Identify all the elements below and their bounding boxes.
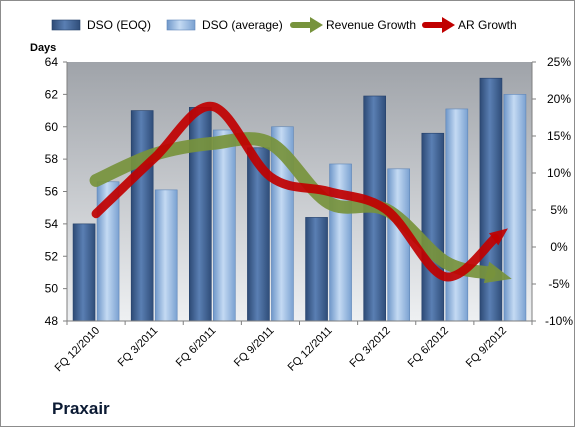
bar [387,168,410,322]
right-tick-label: -5% [548,277,570,291]
legend-label: AR Growth [458,18,517,32]
bar [72,223,96,322]
right-tick-label: 5% [550,203,568,217]
bar [305,217,328,322]
right-tick-label: 20% [547,92,571,106]
left-tick-label: 54 [45,217,59,231]
bar [154,189,178,322]
line-series [91,101,500,282]
left-tick-label: 52 [45,249,59,263]
right-tick-label: 15% [547,129,571,143]
right-tick-label: 0% [550,240,568,254]
legend: DSO (EOQ) DSO (average) Revenue Growth AR G… [51,17,517,33]
bar [421,132,445,322]
arrow-head [483,261,512,284]
left-tick-label: 56 [45,185,59,199]
bar [503,94,527,322]
lines-layer [89,101,512,284]
legend-label: Revenue Growth [326,18,416,32]
bar [213,129,236,322]
arrow-head [488,228,508,246]
left-tick-label: 62 [45,87,59,101]
y-axis-title: Days [30,42,56,54]
company-name: Praxair [52,399,110,418]
right-tick-label: 25% [547,55,571,69]
legend-swatch [166,19,196,31]
legend-label: DSO (average) [202,18,283,32]
bar [479,77,503,322]
right-tick-label: 10% [547,166,571,180]
left-tick-label: 58 [45,152,59,166]
bar [445,108,469,322]
right-tick-label: -10% [545,314,573,328]
legend-swatch-arrow [442,17,455,33]
legend-label: DSO (EOQ) [87,18,151,32]
legend-swatch-arrow [310,17,323,33]
bar [329,163,352,322]
legend-swatch [51,19,81,31]
left-tick-label: 60 [45,120,59,134]
left-tick-label: 50 [45,282,59,296]
left-tick-label: 48 [45,314,59,328]
bar [130,110,154,322]
left-tick-label: 64 [45,55,59,69]
